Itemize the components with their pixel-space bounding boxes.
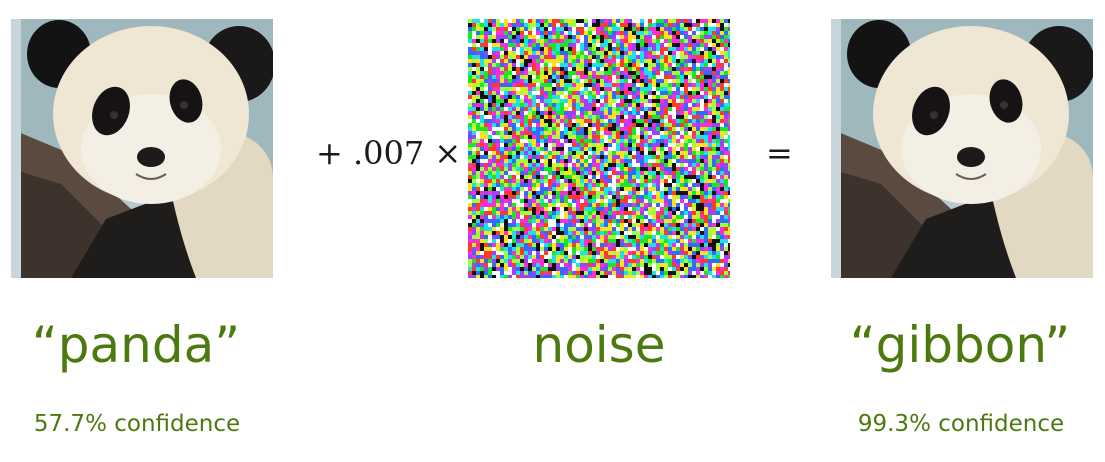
adversarial-panda-image xyxy=(831,19,1093,278)
panda-confidence: 57.7% confidence xyxy=(33,411,241,437)
gibbon-confidence: 99.3% confidence xyxy=(857,411,1065,437)
gibbon-label: “gibbon” xyxy=(849,316,1071,374)
panda-image xyxy=(11,19,273,278)
equals-operator: = xyxy=(766,134,793,172)
panda-label: “panda” xyxy=(31,316,241,374)
noise-label: noise xyxy=(532,316,666,374)
plus-times-operator: + .007 × xyxy=(316,134,462,172)
noise-image xyxy=(468,19,730,278)
